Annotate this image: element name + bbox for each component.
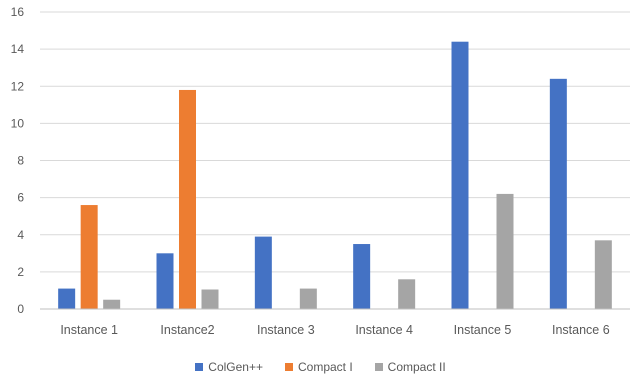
legend-swatch-compact-i xyxy=(284,363,293,371)
bar-colgen--2 xyxy=(156,253,174,309)
y-tick-label: 8 xyxy=(17,154,24,168)
y-tick-label: 2 xyxy=(17,265,24,279)
bar-compact-ii-5 xyxy=(496,193,514,309)
x-tick-label: Instance 3 xyxy=(257,323,315,337)
bar-compact-ii-1 xyxy=(103,299,121,309)
bar-compact-ii-3 xyxy=(299,288,317,309)
legend-item-compact-i: Compact I xyxy=(284,360,353,374)
x-tick-label: Instance 1 xyxy=(60,323,118,337)
legend-swatch-compact-ii xyxy=(374,363,383,371)
x-tick-label: Instance2 xyxy=(160,323,214,337)
bar-compact-i-2 xyxy=(179,89,196,310)
y-tick-label: 6 xyxy=(17,191,24,205)
legend-label-colgen: ColGen++ xyxy=(208,360,263,374)
bar-compact-i-1 xyxy=(80,205,98,309)
bar-colgen--6 xyxy=(549,78,567,309)
legend: ColGen++ Compact I Compact II xyxy=(0,357,641,377)
y-tick-label: 0 xyxy=(17,302,24,316)
bar-colgen--3 xyxy=(254,236,272,309)
y-tick-label: 16 xyxy=(11,5,25,19)
x-tick-label: Instance 6 xyxy=(552,323,610,337)
legend-item-colgen: ColGen++ xyxy=(195,360,263,374)
x-tick-label: Instance 4 xyxy=(355,323,413,337)
bar-colgen--1 xyxy=(58,288,76,309)
bar-compact-ii-6 xyxy=(594,240,612,309)
bar-colgen--4 xyxy=(353,244,371,309)
y-tick-label: 4 xyxy=(17,228,24,242)
legend-item-compact-ii: Compact II xyxy=(374,360,446,374)
y-tick-label: 14 xyxy=(11,42,25,56)
y-tick-label: 10 xyxy=(11,116,25,130)
y-tick-label: 12 xyxy=(11,79,25,93)
bar-compact-ii-2 xyxy=(201,289,219,309)
bar-compact-ii-4 xyxy=(398,279,416,309)
legend-swatch-colgen xyxy=(195,363,204,371)
x-tick-label: Instance 5 xyxy=(454,323,512,337)
bar-colgen--5 xyxy=(451,41,469,309)
legend-label-compact-i: Compact I xyxy=(297,360,353,374)
legend-label-compact-ii: Compact II xyxy=(387,360,446,374)
